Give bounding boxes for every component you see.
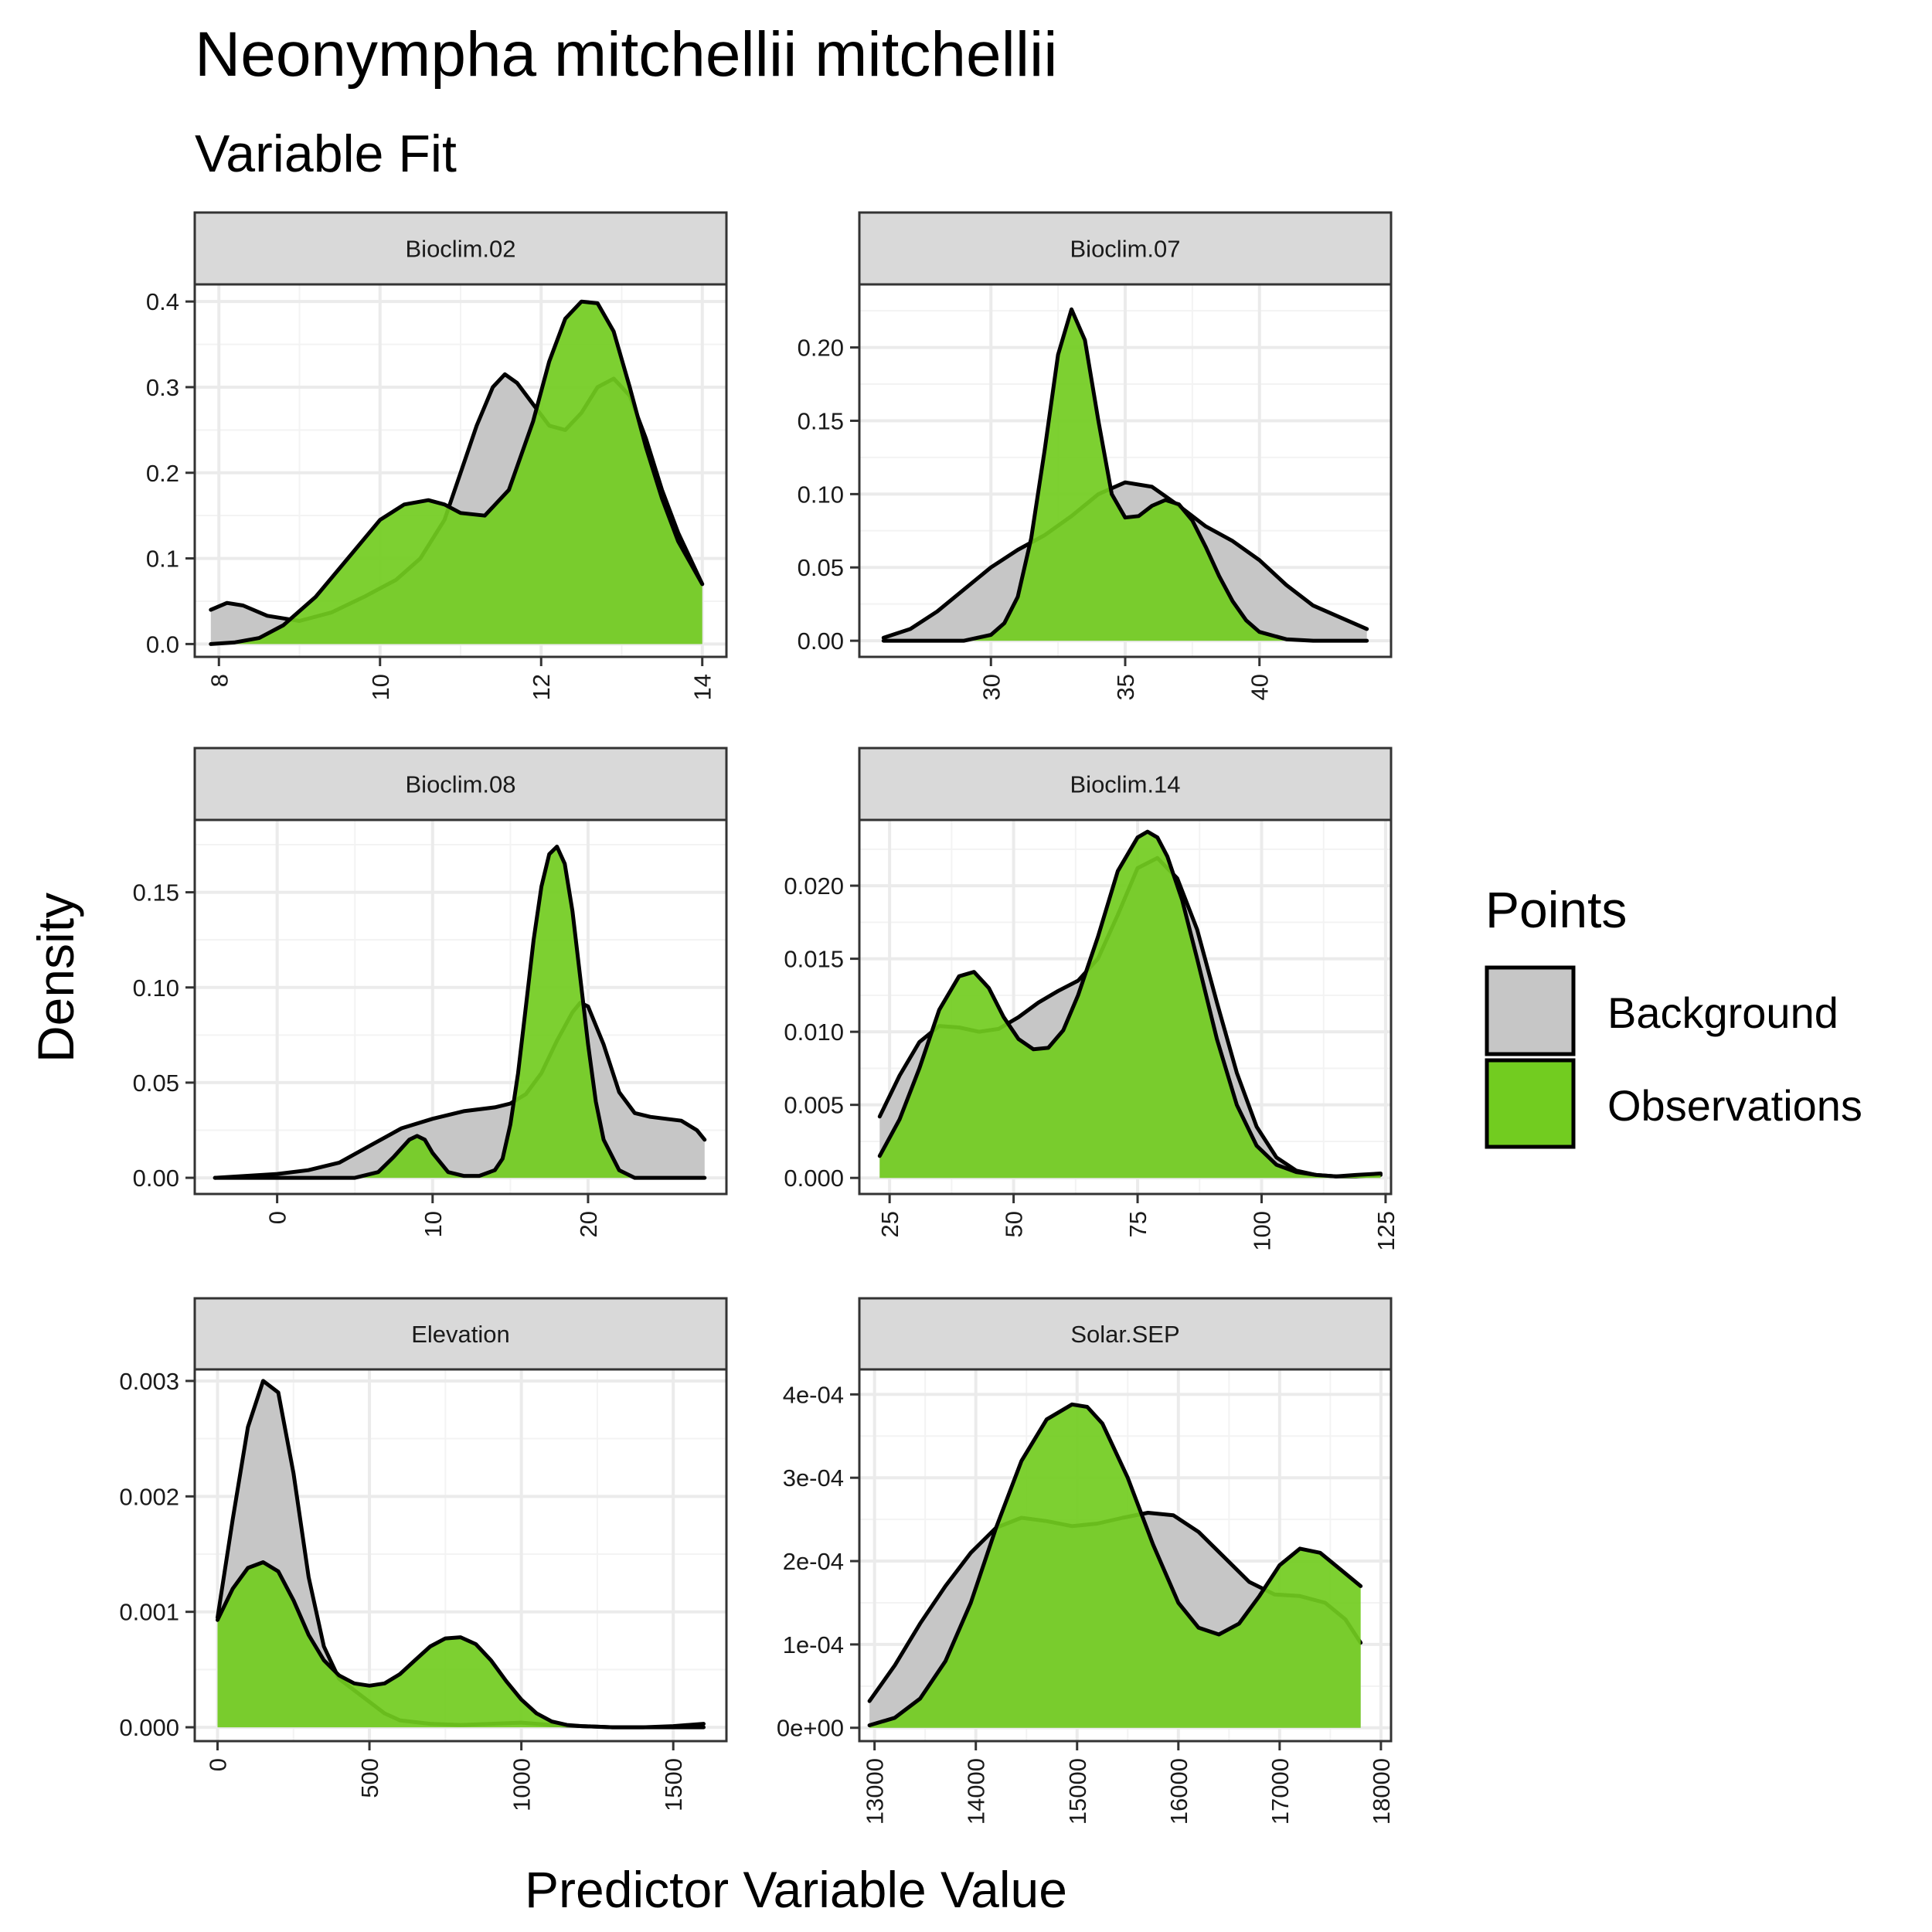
x-tick-label: 500 — [356, 1758, 383, 1798]
x-tick-label: 17000 — [1267, 1758, 1294, 1825]
y-tick-label: 0.15 — [133, 879, 179, 906]
panel-solar-sep: Solar.SEP 0e+00 1e-04 2e-04 3e-04 4e-04 13000 1… — [777, 1297, 1395, 1825]
x-tick-label: 12 — [528, 674, 555, 700]
strip-background — [193, 1297, 728, 1371]
x-tick-label: 14 — [689, 674, 716, 700]
density-line-observations — [213, 845, 707, 1180]
y-tick-label: 0.05 — [798, 554, 844, 581]
y-tick-label: 0.010 — [784, 1019, 844, 1046]
strip-label: Solar.SEP — [1070, 1321, 1179, 1348]
x-tick-label: 25 — [876, 1211, 903, 1237]
y-tick-label: 0.001 — [119, 1599, 179, 1626]
plot-subtitle: Variable Fit — [195, 124, 457, 183]
density-area-observations — [215, 846, 705, 1179]
y-tick-label: 0.020 — [784, 872, 844, 900]
density-line-observations — [877, 829, 1383, 1179]
strip-label: Bioclim.07 — [1070, 236, 1181, 263]
strip-label: Bioclim.02 — [406, 236, 516, 263]
density-line-observations — [881, 307, 1369, 643]
x-tick-label: 16000 — [1165, 1758, 1192, 1825]
y-tick-label: 0.000 — [119, 1714, 179, 1741]
y-tick-label: 0.00 — [798, 628, 844, 655]
x-tick-label: 10 — [420, 1211, 447, 1237]
y-tick-label: 0e+00 — [777, 1715, 844, 1742]
y-tick-label: 0.10 — [798, 481, 844, 508]
x-tick-label: 1500 — [660, 1758, 687, 1811]
y-tick-label: 3e-04 — [783, 1464, 844, 1492]
y-tick-label: 0.005 — [784, 1092, 844, 1119]
y-tick-label: 0.1 — [146, 546, 179, 573]
y-tick-label: 0.003 — [119, 1368, 179, 1395]
y-tick-label: 0.10 — [133, 975, 179, 1002]
x-tick-label: 35 — [1112, 674, 1139, 700]
y-tick-label: 4e-04 — [783, 1381, 844, 1408]
strip-background — [193, 747, 728, 821]
x-tick-label: 15000 — [1064, 1758, 1091, 1825]
x-tick-label: 125 — [1372, 1211, 1400, 1251]
legend-key-observations — [1485, 1058, 1576, 1149]
y-tick-label: 0.015 — [784, 946, 844, 973]
y-tick-label: 0.002 — [119, 1483, 179, 1510]
y-tick-label: 0.00 — [133, 1165, 179, 1192]
strip-background — [858, 747, 1393, 821]
y-tick-label: 0.4 — [146, 288, 179, 315]
panel-bioclim-08: Bioclim.08 0.00 0.05 0.10 0.15 0 10 20 — [133, 747, 728, 1237]
legend-label-observations: Observations — [1607, 1081, 1862, 1130]
y-tick-label: 0.000 — [784, 1165, 844, 1192]
x-tick-label: 1000 — [509, 1758, 536, 1811]
x-tick-label: 50 — [1001, 1211, 1028, 1237]
y-tick-label: 0.20 — [798, 335, 844, 362]
x-tick-label: 0 — [264, 1211, 291, 1224]
y-tick-label: 0.2 — [146, 460, 179, 487]
strip-label: Bioclim.08 — [406, 771, 516, 798]
x-tick-label: 18000 — [1368, 1758, 1395, 1825]
y-tick-label: 0.3 — [146, 374, 179, 401]
x-tick-label: 10 — [367, 674, 394, 700]
panel-bioclim-14: Bioclim.14 0.000 0.005 0.010 0.015 0.020 25 50 7… — [784, 747, 1400, 1251]
x-tick-label: 100 — [1249, 1211, 1276, 1251]
facet-panels: Bioclim.020.00.10.20.30.48 10 12 14Bioclim.… — [119, 211, 1400, 1825]
density-area-observations — [883, 309, 1367, 641]
x-tick-label: 20 — [575, 1211, 602, 1237]
strip-background — [193, 211, 728, 286]
density-line-background — [881, 480, 1369, 640]
x-tick-label: 13000 — [862, 1758, 889, 1825]
plot-title: Neonympha mitchellii mitchellii — [195, 19, 1058, 90]
x-tick-label: 0 — [205, 1758, 232, 1771]
density-area-observations — [879, 832, 1381, 1179]
x-tick-label: 75 — [1124, 1211, 1151, 1237]
x-tick-label: 40 — [1247, 674, 1274, 700]
y-tick-label: 0.05 — [133, 1070, 179, 1097]
density-line-observations — [216, 1560, 706, 1730]
y-axis-title: Density — [27, 893, 84, 1063]
panel-elevation: Elevation 0.000 0.001 0.002 0.003 0 500 1000 150… — [119, 1297, 728, 1811]
strip-label: Bioclim.14 — [1070, 771, 1181, 798]
density-area-observations — [869, 1404, 1361, 1728]
density-area-observations — [217, 1562, 704, 1728]
legend-title: Points — [1485, 881, 1627, 938]
x-tick-label: 8 — [206, 674, 233, 687]
legend-label-background: Background — [1607, 988, 1838, 1037]
x-tick-label: 30 — [978, 674, 1005, 700]
density-line-observations — [209, 299, 705, 646]
legend-key-background — [1485, 965, 1576, 1056]
strip-label: Elevation — [411, 1321, 510, 1348]
density-line-observations — [867, 1402, 1363, 1727]
x-axis-title: Predictor Variable Value — [525, 1861, 1067, 1918]
legend: Points Background Observations — [1485, 881, 1862, 1149]
strip-background — [858, 1297, 1393, 1371]
y-tick-label: 1e-04 — [783, 1631, 844, 1658]
y-tick-label: 0.15 — [798, 407, 844, 434]
panel-bioclim-02: Bioclim.02 0.0 0.1 0.2 0.3 0.4 8 10 12 14 — [146, 211, 728, 700]
y-tick-label: 0.0 — [146, 631, 179, 658]
density-area-observations — [210, 301, 702, 645]
y-tick-label: 2e-04 — [783, 1548, 844, 1575]
x-tick-label: 14000 — [963, 1758, 990, 1825]
panel-bioclim-07: Bioclim.07 0.00 0.05 0.10 0.15 0.20 30 35 40 — [798, 211, 1393, 700]
strip-background — [858, 211, 1393, 286]
